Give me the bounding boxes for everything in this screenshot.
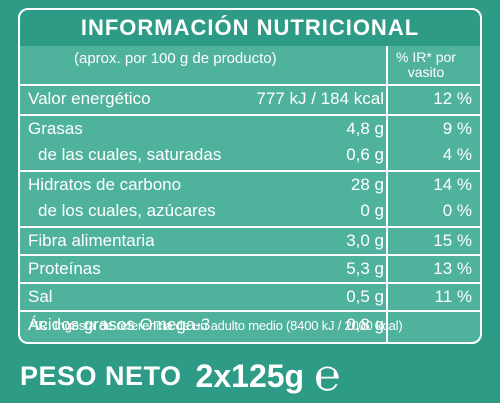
row-label: Grasas — [28, 119, 83, 138]
divider — [20, 114, 480, 116]
row-pct: 13 % — [433, 259, 472, 278]
table-body: (aprox. por 100 g de producto) % IR* por… — [20, 46, 480, 342]
row-energy: Valor energético 777 kJ / 184 kcal 12 % — [20, 86, 480, 112]
row-value: 28 g — [350, 175, 384, 194]
row-label: de los cuales, azúcares — [38, 201, 216, 220]
table-header: (aprox. por 100 g de producto) % IR* por… — [20, 46, 480, 84]
row-pct: 0 % — [442, 201, 472, 220]
row-label: Fibra alimentaria — [28, 231, 155, 250]
ir-header: % IR* por vasito — [384, 50, 468, 80]
row-protein: Proteínas 5,3 g 13 % — [20, 256, 480, 282]
row-salt: Sal 0,5 g 11 % — [20, 284, 480, 310]
row-pct: 4 % — [442, 145, 472, 164]
row-value: 777 kJ / 184 kcal — [256, 89, 384, 108]
nutrition-table: INFORMACIÓN NUTRICIONAL (aprox. por 100 … — [18, 8, 482, 344]
estimated-sign-icon: ℮ — [314, 350, 341, 401]
row-label: de las cuales, saturadas — [38, 145, 222, 164]
row-value: 4,8 g — [346, 119, 384, 138]
row-value: 0,8 g — [346, 315, 384, 334]
row-label: Proteínas — [28, 259, 101, 278]
divider — [20, 254, 480, 256]
column-divider — [386, 46, 388, 342]
row-label: Ácidos grasos Omega-3 — [28, 315, 211, 334]
divider — [20, 84, 480, 86]
row-label: Hidratos de carbono — [28, 175, 182, 194]
row-carbs: Hidratos de carbono 28 g 14 % — [20, 172, 480, 198]
row-pct: 14 % — [433, 175, 472, 194]
row-value: 0,6 g — [346, 145, 384, 164]
divider — [20, 310, 480, 312]
row-fat: Grasas 4,8 g 9 % — [20, 116, 480, 142]
per-100g-header: (aprox. por 100 g de producto) — [74, 50, 277, 67]
divider — [20, 282, 480, 284]
row-fiber: Fibra alimentaria 3,0 g 15 % — [20, 228, 480, 254]
row-label: Valor energético — [28, 89, 151, 108]
row-sugars: de los cuales, azúcares 0 g 0 % — [20, 198, 480, 224]
divider — [20, 226, 480, 228]
row-pct: 11 % — [434, 287, 473, 306]
net-weight-value: 2x125g — [195, 357, 305, 394]
row-pct: 12 % — [433, 89, 472, 108]
row-value: 0,5 g — [346, 287, 384, 306]
ir-footnote: *IR: Ingesta de referencia de un adulto … — [30, 318, 403, 333]
ir-header-line2: vasito — [407, 64, 445, 80]
ir-header-line1: % IR* por — [396, 49, 456, 65]
row-value: 3,0 g — [346, 231, 384, 250]
divider — [20, 170, 480, 172]
row-saturated: de las cuales, saturadas 0,6 g 4 % — [20, 142, 480, 168]
row-label: Sal — [28, 287, 53, 306]
row-value: 5,3 g — [346, 259, 384, 278]
row-pct: 15 % — [433, 231, 472, 250]
row-omega3: Ácidos grasos Omega-3 0,8 g — [20, 312, 480, 338]
table-title: INFORMACIÓN NUTRICIONAL — [20, 10, 480, 46]
row-value: 0 g — [360, 201, 384, 220]
net-weight: PESO NETO 2x125g ℮ — [20, 354, 480, 398]
row-pct: 9 % — [442, 119, 472, 138]
net-weight-label: PESO NETO — [20, 360, 182, 391]
